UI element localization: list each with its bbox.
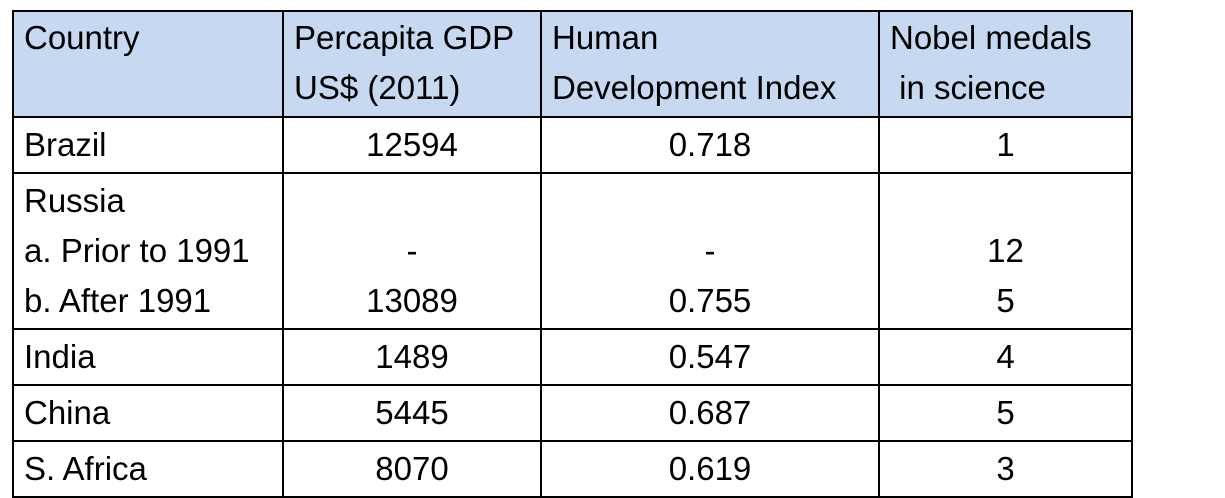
table-row-russia: Russia a. Prior to 1991 b. After 1991 - … <box>12 172 1133 330</box>
header-gdp: Percapita GDP US$ (2011) <box>282 10 542 118</box>
cell-line: 0.619 <box>668 450 752 487</box>
cell-gdp: 5445 <box>282 384 542 442</box>
cell-line: 1 <box>996 126 1015 163</box>
header-line: Human <box>552 19 659 56</box>
header-line: US$ (2011) <box>294 69 461 106</box>
cell-line: 4 <box>996 338 1015 375</box>
cell-country: China <box>12 384 284 442</box>
cell-line: China <box>24 394 111 431</box>
cell-line: a. Prior to 1991 <box>24 232 250 269</box>
cell-nobel: 5 <box>878 384 1133 442</box>
header-row: Country Percapita GDP US$ (2011) Human D… <box>12 10 1133 118</box>
cell-line <box>890 176 1121 226</box>
cell-country: S. Africa <box>12 440 284 498</box>
header-line: Country <box>24 19 140 56</box>
cell-gdp: 8070 <box>282 440 542 498</box>
cell-line: - <box>704 232 716 269</box>
cell-hdi: 0.718 <box>540 116 880 174</box>
cell-hdi: 0.547 <box>540 328 880 386</box>
cell-line: 12594 <box>366 126 458 163</box>
cell-line: 3 <box>996 450 1015 487</box>
cell-line: 13089 <box>366 282 458 319</box>
cell-line: 1489 <box>375 338 449 375</box>
table-row-brazil: Brazil 12594 0.718 1 <box>12 116 1133 174</box>
cell-nobel: 12 5 <box>878 172 1133 330</box>
cell-line: 12 <box>987 232 1024 269</box>
cell-gdp: 1489 <box>282 328 542 386</box>
cell-line: S. Africa <box>24 450 147 487</box>
header-line: Percapita GDP <box>294 19 515 56</box>
header-line: Development Index <box>552 69 837 106</box>
cell-line: 0.718 <box>668 126 752 163</box>
cell-line <box>552 176 868 226</box>
cell-line: 0.687 <box>668 394 752 431</box>
cell-line: 0.547 <box>668 338 752 375</box>
table-header: Country Percapita GDP US$ (2011) Human D… <box>12 10 1133 118</box>
cell-line: Brazil <box>24 126 107 163</box>
cell-country: Russia a. Prior to 1991 b. After 1991 <box>12 172 284 330</box>
cell-line: 0.755 <box>668 282 752 319</box>
cell-line: 8070 <box>375 450 449 487</box>
table-row-china: China 5445 0.687 5 <box>12 384 1133 442</box>
cell-country: Brazil <box>12 116 284 174</box>
cell-gdp: - 13089 <box>282 172 542 330</box>
table-row-s-africa: S. Africa 8070 0.619 3 <box>12 440 1133 498</box>
header-line: in science <box>890 69 1046 106</box>
cell-line: b. After 1991 <box>24 282 212 319</box>
cell-line: 5 <box>996 394 1015 431</box>
header-hdi: Human Development Index <box>540 10 880 118</box>
header-line: Nobel medals <box>890 19 1092 56</box>
cell-line: - <box>406 232 418 269</box>
cell-hdi: 0.619 <box>540 440 880 498</box>
cell-line: 5 <box>996 282 1015 319</box>
cell-line: Russia <box>24 182 125 219</box>
cell-hdi: 0.687 <box>540 384 880 442</box>
cell-line: 5445 <box>375 394 449 431</box>
cell-nobel: 3 <box>878 440 1133 498</box>
cell-country: India <box>12 328 284 386</box>
cell-nobel: 1 <box>878 116 1133 174</box>
cell-gdp: 12594 <box>282 116 542 174</box>
cell-hdi: - 0.755 <box>540 172 880 330</box>
cell-line: India <box>24 338 96 375</box>
data-table: Country Percapita GDP US$ (2011) Human D… <box>12 10 1133 498</box>
table-body: Brazil 12594 0.718 1 Russia a. Prior to … <box>12 116 1133 498</box>
cell-line <box>294 176 530 226</box>
header-country: Country <box>12 10 284 118</box>
table-row-india: India 1489 0.547 4 <box>12 328 1133 386</box>
cell-nobel: 4 <box>878 328 1133 386</box>
header-nobel: Nobel medals in science <box>878 10 1133 118</box>
